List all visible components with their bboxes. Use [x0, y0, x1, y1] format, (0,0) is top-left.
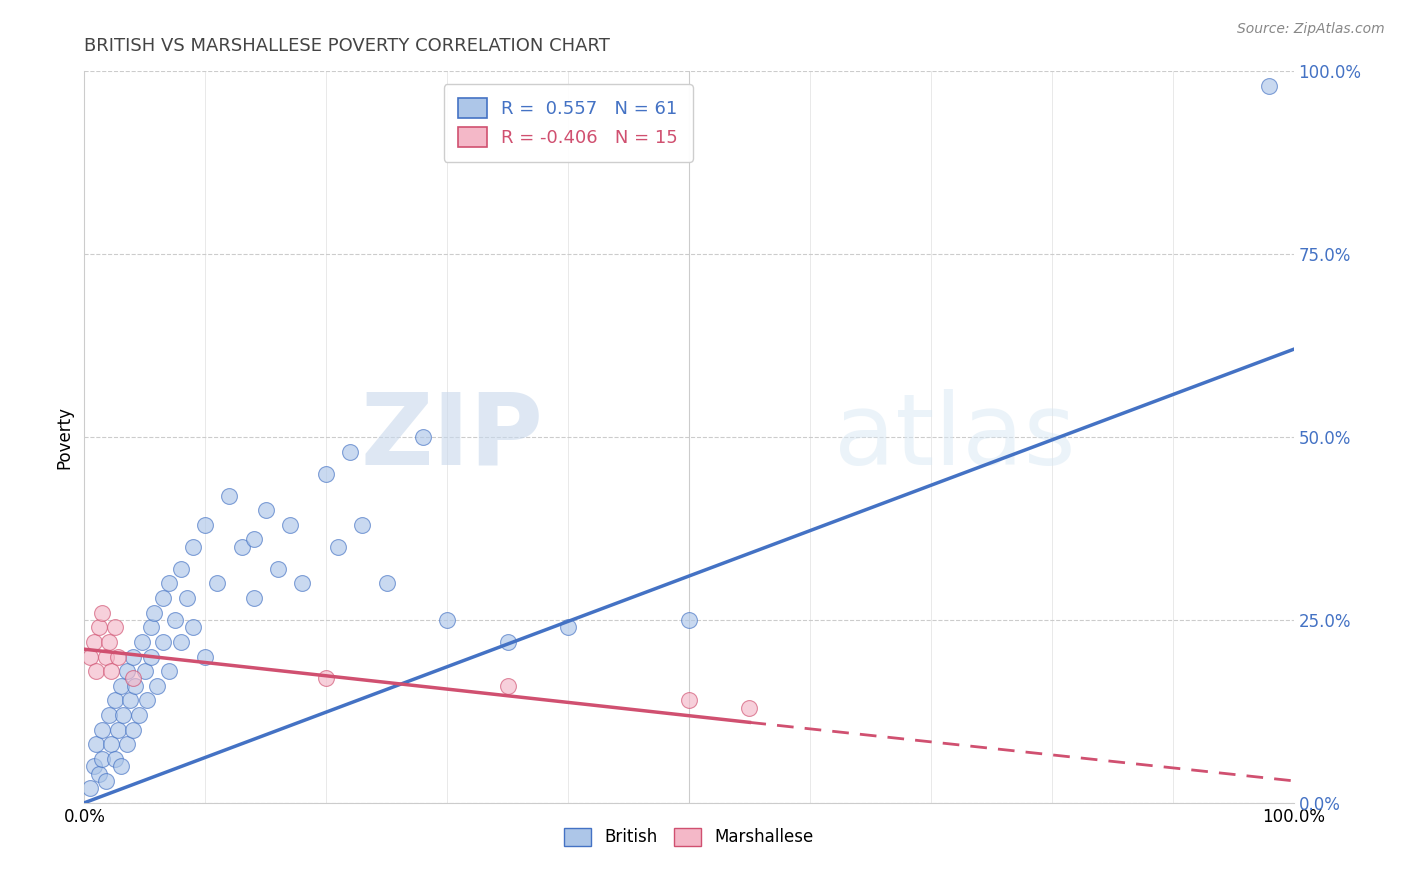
Point: [157, 664, 180, 678]
Point: [194, 517, 217, 532]
Point: [91, 752, 114, 766]
Text: atlas: atlas: [834, 389, 1076, 485]
Point: [128, 708, 150, 723]
Point: [267, 562, 290, 576]
Point: [100, 664, 122, 678]
Point: [176, 591, 198, 605]
Text: BRITISH VS MARSHALLESE POVERTY CORRELATION CHART: BRITISH VS MARSHALLESE POVERTY CORRELATI…: [84, 37, 610, 54]
Point: [291, 576, 314, 591]
Point: [328, 540, 350, 554]
Point: [242, 533, 264, 547]
Point: [86, 737, 108, 751]
Point: [738, 700, 761, 714]
Point: [86, 664, 108, 678]
Point: [83, 635, 105, 649]
Point: [496, 635, 519, 649]
Point: [315, 467, 337, 481]
Point: [1258, 78, 1281, 93]
Point: [79, 781, 101, 796]
Point: [352, 517, 374, 532]
Point: [678, 693, 700, 707]
Point: [315, 672, 337, 686]
Point: [97, 635, 120, 649]
Point: [218, 489, 240, 503]
Point: [131, 635, 153, 649]
Point: [678, 613, 700, 627]
Point: [94, 773, 117, 788]
Point: [124, 679, 146, 693]
Point: [104, 752, 127, 766]
Point: [100, 737, 122, 751]
Point: [496, 679, 519, 693]
Point: [120, 693, 142, 707]
Point: [91, 606, 114, 620]
Point: [121, 723, 143, 737]
Point: [375, 576, 398, 591]
Point: [115, 664, 138, 678]
Point: [194, 649, 217, 664]
Y-axis label: Poverty: Poverty: [55, 406, 73, 468]
Point: [170, 562, 193, 576]
Point: [104, 620, 127, 634]
Point: [110, 759, 132, 773]
Point: [139, 620, 162, 634]
Point: [181, 540, 204, 554]
Point: [121, 672, 143, 686]
Text: Source: ZipAtlas.com: Source: ZipAtlas.com: [1237, 22, 1385, 37]
Point: [79, 649, 101, 664]
Point: [139, 649, 162, 664]
Point: [115, 737, 138, 751]
Point: [87, 766, 110, 780]
Point: [557, 620, 579, 634]
Point: [278, 517, 301, 532]
Point: [181, 620, 204, 634]
Point: [143, 606, 166, 620]
Point: [134, 664, 156, 678]
Point: [91, 723, 114, 737]
Point: [110, 679, 132, 693]
Point: [412, 430, 434, 444]
Point: [165, 613, 187, 627]
Point: [94, 649, 117, 664]
Legend: British, Marshallese: British, Marshallese: [558, 821, 820, 853]
Point: [107, 723, 129, 737]
Point: [231, 540, 253, 554]
Point: [170, 635, 193, 649]
Point: [87, 620, 110, 634]
Point: [112, 708, 135, 723]
Point: [254, 503, 277, 517]
Point: [121, 649, 143, 664]
Point: [152, 591, 174, 605]
Point: [136, 693, 159, 707]
Point: [104, 693, 127, 707]
Point: [436, 613, 458, 627]
Point: [107, 649, 129, 664]
Point: [242, 591, 264, 605]
Point: [207, 576, 229, 591]
Point: [83, 759, 105, 773]
Point: [339, 444, 361, 458]
Point: [157, 576, 180, 591]
Point: [146, 679, 169, 693]
Text: ZIP: ZIP: [361, 389, 544, 485]
Point: [97, 708, 120, 723]
Point: [152, 635, 174, 649]
